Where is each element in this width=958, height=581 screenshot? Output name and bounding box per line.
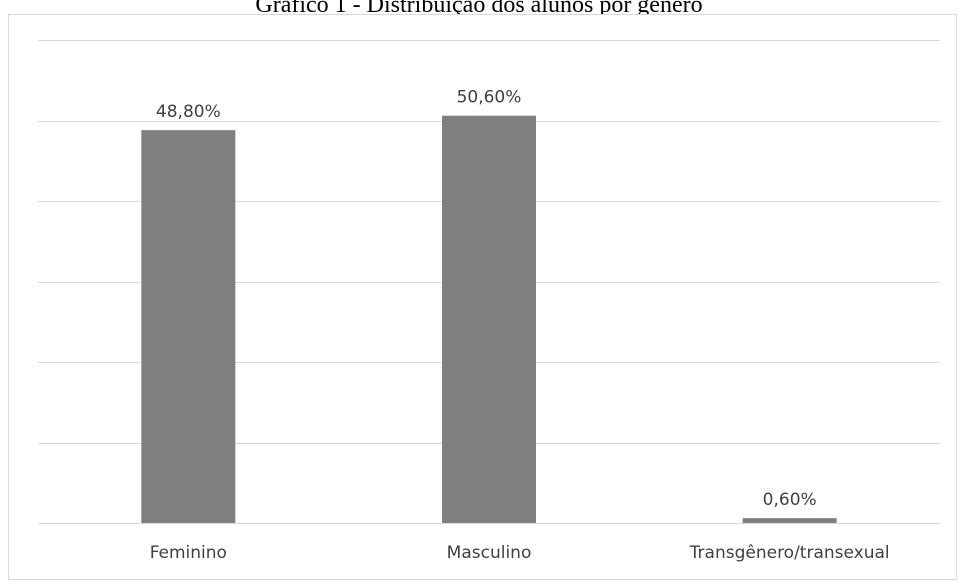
x-tick-label-transg-nero-transexual: Transgênero/transexual [689, 543, 890, 563]
data-label-feminino: 48,80% [156, 102, 221, 122]
data-label-transg-nero-transexual: 0,60% [763, 490, 817, 510]
bar-transg-nero-transexual[interactable] [742, 518, 837, 523]
bar-masculino[interactable] [442, 115, 536, 524]
data-label-masculino: 50,60% [457, 88, 522, 108]
chart-title: Gráfico 1 - Distribuição dos alunos por … [255, 0, 703, 18]
bar-feminino[interactable] [141, 130, 236, 523]
bars [141, 115, 837, 524]
x-tick-label-masculino: Masculino [447, 543, 532, 563]
x-axis-tick-labels: Feminino Masculino Transgênero/transexual [150, 543, 890, 563]
x-tick-label-feminino: Feminino [150, 543, 227, 563]
data-labels: 48,80% 50,60% 0,60% [156, 88, 817, 511]
